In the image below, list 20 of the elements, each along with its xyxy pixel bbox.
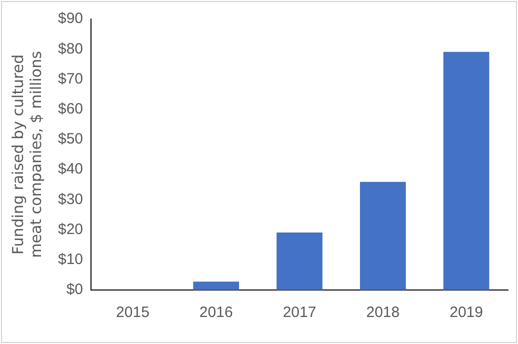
bar — [276, 232, 322, 290]
y-tick-label: $30 — [58, 190, 84, 208]
y-axis-title: Funding raised by cultured meat companies, $ millions — [8, 50, 45, 258]
x-tick-label: 2019 — [450, 304, 483, 322]
y-tick-label: $90 — [58, 10, 84, 28]
x-tick-label: 2015 — [116, 304, 150, 322]
y-tick-label: $40 — [58, 160, 84, 178]
x-tick-label: 2017 — [282, 304, 316, 322]
x-tick-label: 2016 — [199, 304, 233, 322]
bar — [193, 282, 240, 290]
y-tick-label: $50 — [58, 130, 84, 148]
y-tick-label: $20 — [58, 220, 84, 238]
y-tick-label: $10 — [58, 251, 84, 268]
bar — [360, 182, 406, 290]
y-tick-label: $60 — [58, 100, 84, 118]
x-tick-label: 2018 — [366, 304, 400, 322]
bar — [443, 52, 490, 290]
y-tick-label: $80 — [58, 40, 84, 58]
y-tick-label: $70 — [58, 70, 84, 88]
y-tick-label: $0 — [66, 281, 84, 298]
